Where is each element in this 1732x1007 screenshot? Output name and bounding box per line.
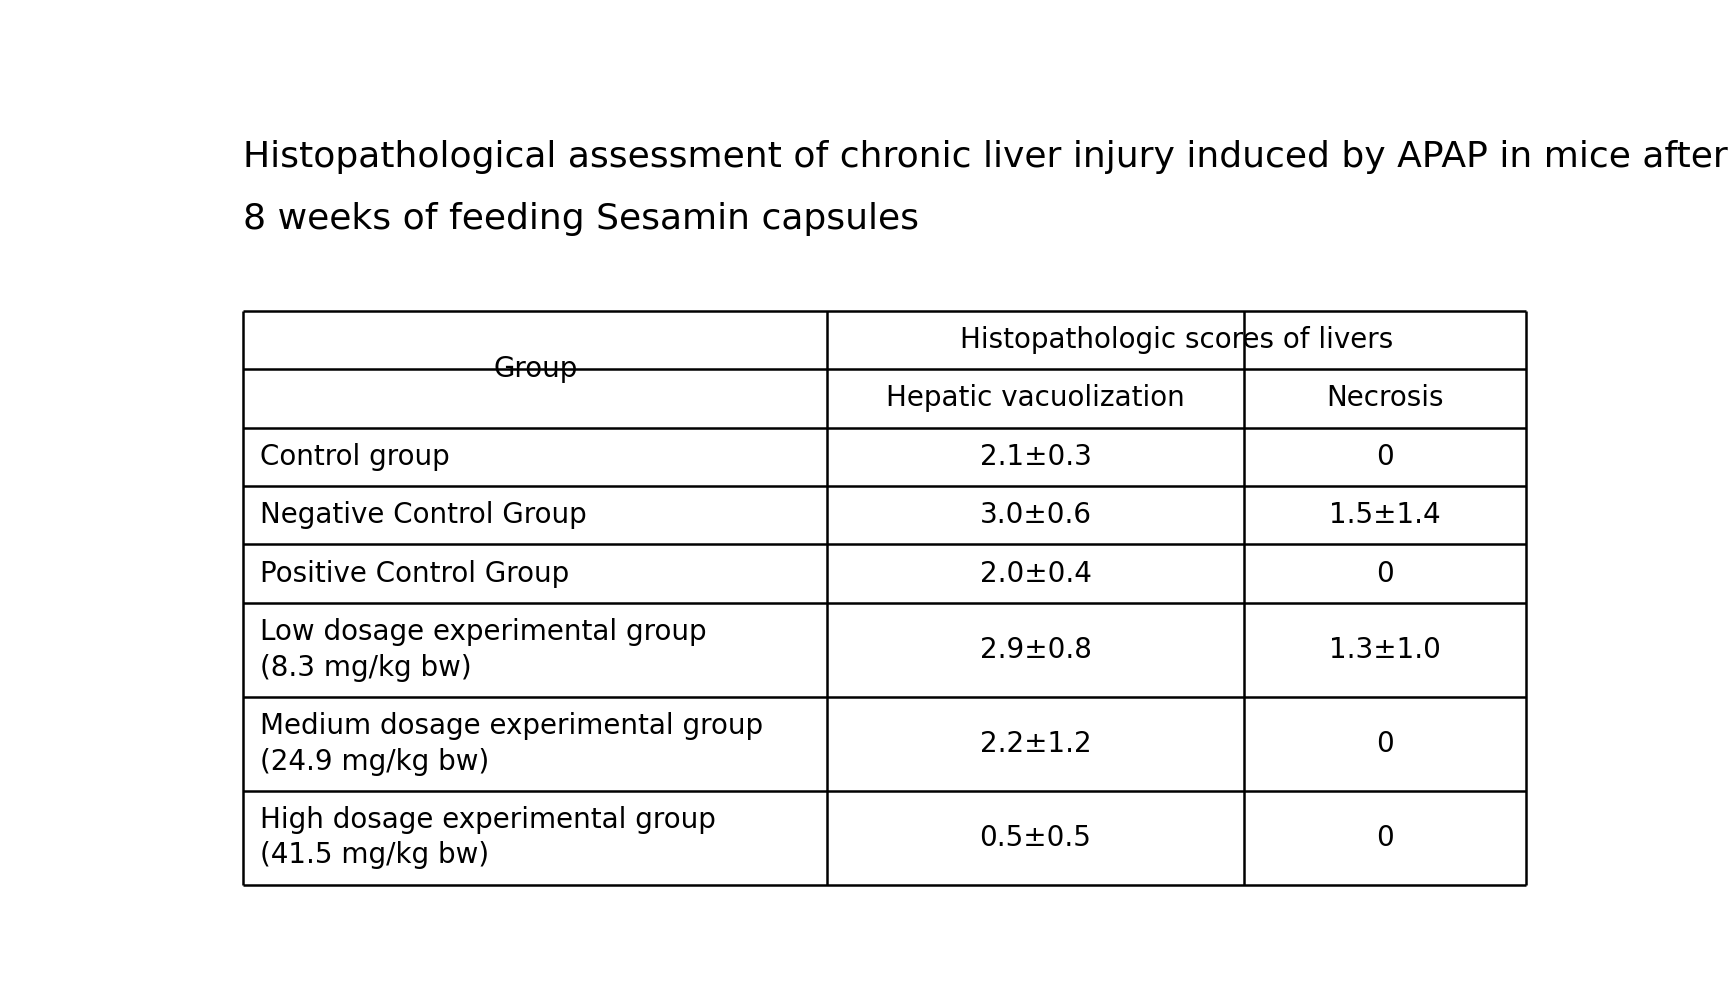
Text: 0: 0	[1375, 824, 1393, 852]
Text: 2.0±0.4: 2.0±0.4	[979, 560, 1091, 588]
Text: Histopathologic scores of livers: Histopathologic scores of livers	[960, 326, 1393, 354]
Text: Hepatic vacuolization: Hepatic vacuolization	[885, 385, 1185, 413]
Text: 0: 0	[1375, 560, 1393, 588]
Text: 2.2±1.2: 2.2±1.2	[979, 730, 1091, 757]
Text: 1.5±1.4: 1.5±1.4	[1328, 501, 1439, 530]
Text: 0: 0	[1375, 443, 1393, 471]
Text: 2.1±0.3: 2.1±0.3	[979, 443, 1091, 471]
Text: 3.0±0.6: 3.0±0.6	[979, 501, 1091, 530]
Text: Negative Control Group: Negative Control Group	[260, 501, 585, 530]
Text: Necrosis: Necrosis	[1325, 385, 1443, 413]
Text: 1.3±1.0: 1.3±1.0	[1328, 635, 1439, 664]
Text: 2.9±0.8: 2.9±0.8	[979, 635, 1091, 664]
Text: 8 weeks of feeding Sesamin capsules: 8 weeks of feeding Sesamin capsules	[242, 202, 920, 237]
Text: Medium dosage experimental group
(24.9 mg/kg bw): Medium dosage experimental group (24.9 m…	[260, 712, 762, 775]
Text: 0: 0	[1375, 730, 1393, 757]
Text: High dosage experimental group
(41.5 mg/kg bw): High dosage experimental group (41.5 mg/…	[260, 806, 715, 869]
Text: 0.5±0.5: 0.5±0.5	[979, 824, 1091, 852]
Text: Group: Group	[494, 355, 577, 384]
Text: Histopathological assessment of chronic liver injury induced by APAP in mice aft: Histopathological assessment of chronic …	[242, 140, 1727, 174]
Text: Positive Control Group: Positive Control Group	[260, 560, 568, 588]
Text: Low dosage experimental group
(8.3 mg/kg bw): Low dosage experimental group (8.3 mg/kg…	[260, 618, 707, 682]
Text: Control group: Control group	[260, 443, 449, 471]
